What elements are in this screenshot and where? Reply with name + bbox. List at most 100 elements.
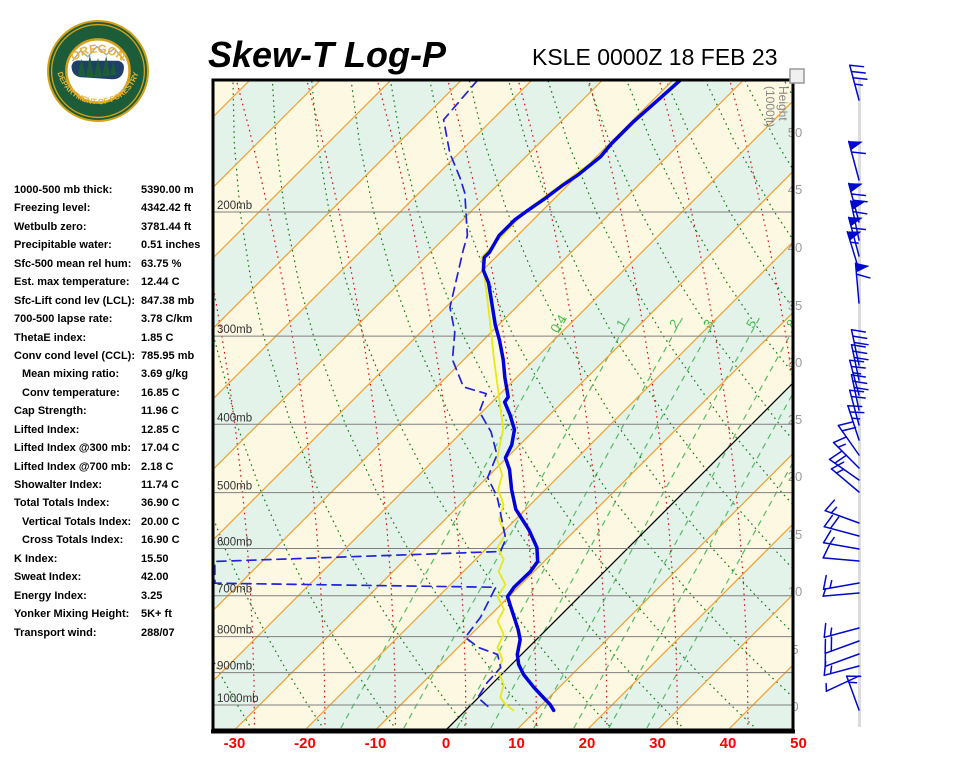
stat-row: ThetaE index: 1.85 C — [14, 330, 214, 348]
temp-axis-label: 40 — [720, 735, 737, 752]
stat-value: 288/07 — [141, 626, 175, 639]
stat-value: 11.96 C — [141, 405, 179, 418]
stat-value: 5K+ ft — [141, 608, 172, 621]
isotherm-line — [516, 452, 793, 730]
mixing-ratio-line — [339, 317, 567, 730]
pressure-label: 600mb — [217, 536, 252, 548]
stat-row: Est. max temperature: 12.44 C — [14, 274, 214, 292]
moist-adiabat-line — [0, 80, 43, 730]
stat-row: 1000-500 mb thick: 5390.00 m — [14, 182, 214, 200]
wind-barb — [832, 436, 860, 469]
svg-text:OREGON: OREGON — [68, 42, 127, 63]
isotherm-line — [234, 170, 793, 730]
stat-label: 1000-500 mb thick: — [14, 184, 113, 196]
wind-barb — [824, 499, 860, 524]
stat-value: 12.85 C — [141, 423, 180, 436]
stat-label: Est. max temperature: — [14, 276, 130, 289]
odf-logo: OREGON DEPARTMENT OF FORESTRY — [47, 20, 149, 122]
stat-row: Lifted Index @700 mb: 2.18 C — [14, 459, 214, 477]
chart-plot-area: 0.4 1 2 3 5 8200mb300mb400mb500mb600mb700mb80… — [0, 80, 960, 730]
temp-axis-label: 10 — [508, 735, 525, 752]
height-label: 25 — [788, 412, 802, 427]
stat-value: 1.85 C — [141, 331, 174, 344]
wind-barb — [823, 622, 860, 639]
corner-handle-icon — [789, 68, 805, 84]
stat-value: 20.00 C — [141, 515, 180, 528]
mixing-ratio-line — [489, 317, 717, 730]
stat-value: 2.18 C — [141, 460, 174, 473]
wind-barb — [850, 329, 869, 366]
stats-panel: 1000-500 mb thick: 5390.00 m Freezing leve… — [14, 182, 214, 643]
temp-axis-label: 30 — [649, 735, 666, 752]
isotherm-band — [0, 80, 180, 730]
stat-row: Yonker Mixing Height: 5K+ ft — [14, 606, 214, 624]
moist-adiabat-line — [376, 80, 467, 730]
mixing-ratio-line — [402, 317, 630, 730]
wind-barb — [823, 660, 860, 677]
wind-barb — [845, 675, 862, 711]
stat-label: Energy Index: — [14, 589, 87, 602]
stat-row: Precipitable water: 0.51 inches — [14, 237, 214, 255]
height-label: 50 — [788, 125, 802, 140]
pressure-label: 500mb — [217, 481, 252, 493]
stat-row: Sfc-500 mean rel hum: 63.75 % — [14, 256, 214, 274]
stat-value: 15.50 — [141, 552, 169, 565]
stat-value: 17.04 C — [141, 442, 180, 455]
stat-value: 5390.00 m — [141, 184, 194, 196]
stat-label: Transport wind: — [14, 626, 97, 639]
isotherm-line — [213, 80, 392, 259]
isotherm-line — [213, 80, 603, 471]
moist-adiabat-line — [213, 282, 256, 730]
stat-value: 63.75 % — [141, 257, 182, 270]
stat-label: K Index: — [14, 552, 58, 565]
isotherm-line — [213, 80, 674, 541]
wind-barb — [822, 574, 860, 591]
stat-value: 12.44 C — [141, 276, 180, 289]
stat-row: Total Totals Index: 36.90 C — [14, 495, 214, 513]
isotherm-band — [213, 101, 793, 730]
moist-adiabat-line — [235, 80, 326, 730]
stat-label: Lifted Index @700 mb: — [14, 460, 132, 473]
temp-axis-label: -20 — [294, 735, 316, 752]
moist-adiabat-line — [517, 80, 608, 730]
moist-adiabat-line — [729, 80, 793, 387]
temp-axis-label: 20 — [579, 735, 596, 752]
stat-label: Total Totals Index: — [14, 497, 110, 510]
height-label: 40 — [788, 240, 802, 255]
stat-row: Transport wind: 288/07 — [14, 625, 214, 643]
moist-adiabat-line — [941, 80, 960, 730]
stat-value: 847.38 mb — [141, 294, 195, 307]
wind-barb — [837, 421, 860, 456]
isotherm-line — [304, 241, 793, 730]
pressure-label: 400mb — [217, 412, 252, 424]
stat-value: 4342.42 ft — [141, 202, 192, 215]
wind-barb — [824, 636, 860, 655]
page-title: Skew-T Log-P — [208, 34, 447, 75]
dewpoint-trace — [213, 80, 507, 713]
stat-row: Conv cond level (CCL): 785.95 mb — [14, 348, 214, 366]
stat-value: 16.85 C — [141, 386, 180, 399]
stat-label: Sfc-Lift cond lev (LCL): — [14, 294, 135, 307]
height-label: 5 — [791, 642, 798, 657]
stat-label: Lifted Index @300 mb: — [14, 442, 132, 455]
stat-label: Conv cond level (CCL): — [14, 349, 136, 362]
pressure-label: 700mb — [217, 584, 252, 596]
stat-row: 700-500 lapse rate: 3.78 C/km — [14, 311, 214, 329]
height-label: 0 — [791, 699, 798, 714]
isotherm-line — [213, 80, 744, 612]
stat-value: 785.95 mb — [141, 349, 195, 362]
height-label: 10 — [788, 584, 802, 599]
stat-label: Vertical Totals Index: — [22, 515, 132, 528]
stat-label: Cap Strength: — [14, 405, 87, 418]
stat-row: Energy Index: 3.25 — [14, 588, 214, 606]
moist-adiabat-line — [447, 80, 538, 730]
logo-mountains — [71, 45, 126, 62]
stat-row: Showalter Index: 11.74 C — [14, 477, 214, 495]
stat-row: Mean mixing ratio: 3.69 g/kg — [14, 366, 214, 384]
stat-value: 3781.44 ft — [141, 220, 192, 233]
stat-value: 3.69 g/kg — [141, 368, 189, 381]
stat-row: Cross Totals Index: 16.90 C — [14, 532, 214, 550]
stat-label: Precipitable water: — [14, 239, 112, 252]
